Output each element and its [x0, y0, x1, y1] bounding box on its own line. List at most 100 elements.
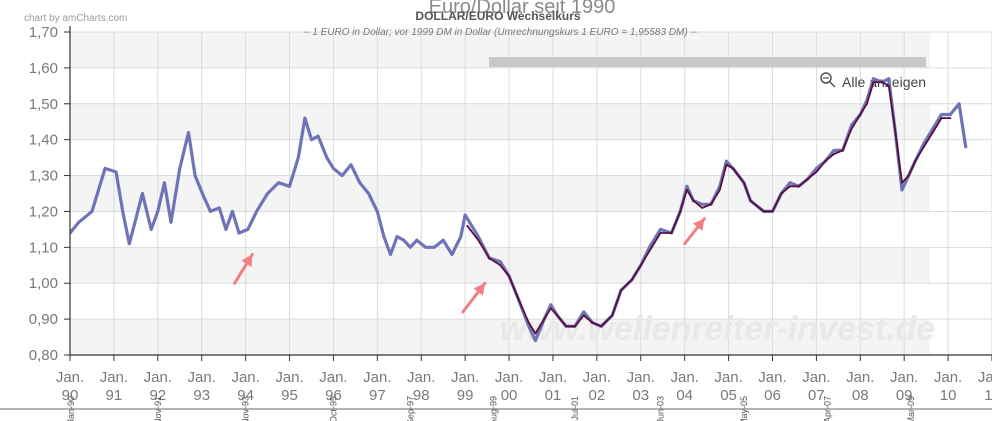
x-tick-label-month: Jan. — [407, 369, 435, 386]
x-tick-label-month: Jan. — [451, 369, 479, 386]
series-2-point — [725, 163, 728, 166]
series-2-point — [582, 314, 585, 317]
series-1-point — [325, 156, 329, 160]
series-2-point — [872, 81, 875, 84]
series-2-point — [620, 289, 622, 292]
series-1-point — [255, 210, 258, 213]
x-tick-label-year: 00 — [501, 387, 518, 404]
series-1-point — [534, 339, 537, 342]
series-1-point — [163, 181, 166, 185]
series-2-point — [914, 160, 917, 163]
x-tick-label-year: 94 — [237, 387, 254, 404]
series-2-point — [780, 192, 783, 195]
series-1-point — [582, 310, 586, 314]
chart-credit[interactable]: chart by amCharts.com — [24, 13, 127, 24]
series-1-point — [310, 138, 313, 142]
x-tick-label-year: 10 — [940, 387, 957, 404]
series-1-point — [224, 228, 228, 231]
chart-title: Euro/Dollar seit 1990 — [429, 0, 616, 18]
series-2-point — [771, 210, 774, 213]
series-1-point — [700, 202, 704, 206]
series-1-point — [931, 127, 935, 131]
series-1-point — [187, 131, 190, 134]
series-1-point — [549, 303, 553, 307]
series-2-point — [949, 117, 952, 119]
series-1-point — [141, 192, 144, 195]
x-tick-label-year: 06 — [764, 387, 781, 404]
series-1-point — [441, 238, 445, 242]
series-2-point — [797, 185, 800, 188]
scrollbar[interactable] — [489, 57, 926, 67]
series-1-point — [850, 123, 853, 127]
series-1-point — [103, 167, 107, 170]
x-tick-label-year: 02 — [589, 387, 606, 404]
series-1-point — [402, 238, 406, 242]
annotation-arrow — [461, 281, 487, 314]
chart-subtitle: -- 1 EURO in Dollar; vor 1999 DM in Doll… — [303, 27, 698, 38]
series-2-point — [692, 199, 695, 202]
series-2-point — [670, 232, 673, 234]
series-2-point — [508, 275, 510, 277]
series-2-point — [887, 84, 890, 87]
series-2-point — [833, 153, 835, 155]
y-tick-label: 1,60 — [29, 60, 58, 77]
x-tick-label-month: Jan. — [978, 369, 992, 386]
series-2-point — [600, 325, 603, 328]
x-tick-label-month: Jan. — [56, 369, 84, 386]
series-1-point — [415, 238, 419, 242]
series-1-point — [463, 213, 467, 217]
y-tick-label: 1,10 — [29, 239, 58, 256]
x-tick-label-month: Jan. — [846, 369, 874, 386]
series-1-point — [332, 167, 335, 170]
series-1-point — [288, 184, 291, 188]
x-tick-label-month: Jan. — [539, 369, 567, 386]
arrow-head — [692, 218, 705, 231]
series-2-point — [894, 131, 897, 134]
x-tick-label-rotated: Jul-01 — [570, 396, 580, 421]
x-axis-ticks: Jan.90Jan.91Jan.92Jan.93Jan.94Jan.95Jan.… — [56, 355, 992, 404]
series-2-point — [859, 113, 862, 116]
plot-band — [70, 103, 930, 140]
series-2-point — [789, 185, 791, 188]
series-1-point — [900, 188, 904, 192]
series-1-point — [815, 167, 818, 170]
series-2-point — [631, 278, 633, 281]
x-tick-label-month: Jan. — [890, 369, 918, 386]
series-2-point — [516, 296, 519, 299]
series-1-point — [178, 167, 182, 170]
y-tick-label: 1,50 — [29, 96, 58, 113]
series-2-point — [907, 174, 910, 177]
series-1-point — [277, 181, 280, 185]
x-tick-label-month: Jan. — [319, 369, 347, 386]
x-tick-label-year: 99 — [457, 387, 474, 404]
magnifier-handle — [829, 81, 836, 88]
x-tick-label-year: 08 — [852, 387, 869, 404]
x-tick-label-year: 01 — [545, 387, 562, 404]
series-1-point — [156, 210, 160, 213]
chart-title-secondary: DOLLAR/EURO Wechselkurs — [415, 9, 580, 23]
series-2-point — [574, 325, 576, 328]
watermark-text: www.wellenreiter-invest.de — [500, 310, 935, 348]
series-2-point — [466, 224, 469, 227]
series-1-point — [303, 116, 307, 120]
series-2-point — [549, 307, 552, 310]
series-1-point — [433, 245, 436, 249]
plot-band — [70, 139, 930, 176]
series-1-point — [202, 195, 206, 199]
x-tick-label-month: Jan. — [670, 369, 698, 386]
series-1-point — [266, 192, 269, 195]
series-1-point — [296, 156, 300, 160]
series-2-point — [841, 149, 844, 152]
series-1-point — [77, 220, 81, 224]
series-2-point — [743, 181, 745, 184]
series-2-point — [591, 321, 594, 324]
series-1-point — [498, 260, 502, 264]
series-2-point — [732, 167, 734, 170]
series-2-point — [686, 189, 688, 191]
series-2-point — [866, 102, 868, 105]
series-1-point — [887, 77, 891, 81]
series-1-point — [134, 217, 138, 221]
series-layer — [70, 77, 968, 343]
series-1-point — [358, 181, 362, 185]
